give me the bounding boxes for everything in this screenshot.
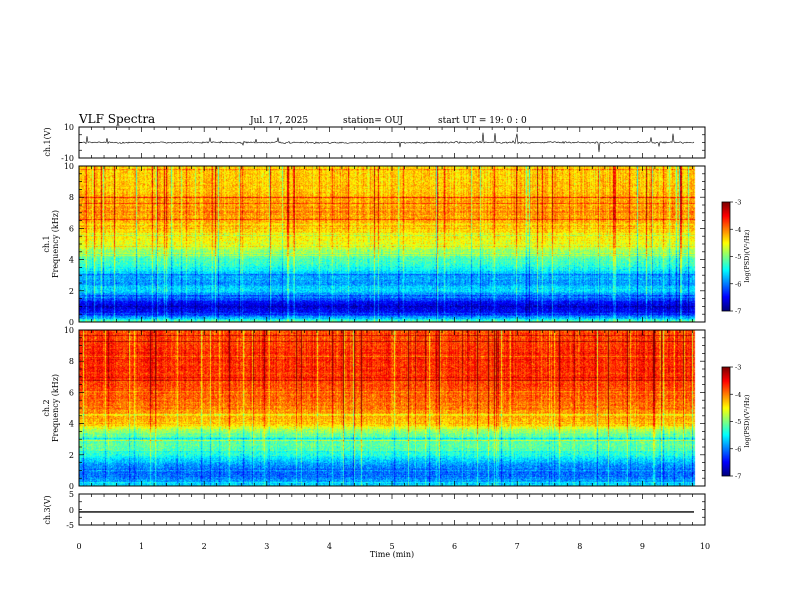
station-label: station= OUJ: [343, 116, 403, 126]
colorbar-tick-label: -7: [735, 308, 741, 316]
ch1-ytick-top: 10: [64, 123, 74, 132]
ch1-colorbar-holder: [722, 202, 730, 311]
y-tick-label: 6: [69, 388, 74, 397]
ch2-channel-label: ch.2: [42, 399, 51, 416]
colorbar-tick-label: -5: [735, 418, 741, 426]
colorbar-tick-label: -5: [735, 253, 741, 261]
ch2-frequency-axis-label: Frequency (kHz): [51, 374, 60, 442]
y-tick-label: 2: [69, 451, 74, 460]
ch3-waveform-panel: 5 -5 ch.3(V): [43, 490, 706, 530]
colorbar-tick-label: -4: [735, 391, 741, 399]
ch1-spectrogram-image: [79, 166, 705, 322]
ch3-ytick-bottom: -5: [66, 521, 74, 530]
ch1-colorbar-image: [722, 202, 730, 311]
colorbar-tick-label: -6: [735, 280, 741, 288]
x-tick-label: 8: [577, 542, 582, 551]
y-tick-label: 10: [64, 162, 74, 171]
y-tick-label: 0: [69, 482, 74, 491]
ch3-voltage-axis-label: ch.3(V): [43, 495, 52, 524]
ch1-channel-label: ch.1: [42, 235, 51, 252]
y-tick-label: 8: [69, 357, 74, 366]
ch1-ytick-bottom: -10: [61, 154, 74, 163]
figure-title: VLF Spectra: [78, 112, 155, 126]
ch2-colorbar-label: log(PSD)(V²/Hz): [743, 394, 751, 447]
colorbar-tick-label: -4: [735, 226, 741, 234]
ch2-spectrogram-canvas-holder: [79, 330, 705, 486]
ch1-frequency-axis-label: Frequency (kHz): [51, 210, 60, 278]
start-time-label: start UT = 19: 0 : 0: [438, 116, 527, 126]
x-tick-label: 4: [327, 542, 332, 551]
ch1-waveform-line: [78, 132, 695, 153]
y-tick-label: 0: [69, 318, 74, 327]
colorbar-tick-label: -3: [735, 199, 741, 207]
ch1-spectrogram-canvas-holder: [79, 166, 705, 322]
y-tick-label: 8: [69, 193, 74, 202]
ch2-colorbar-image: [722, 367, 730, 476]
x-tick-label: 5: [389, 542, 394, 551]
ch3-ytick-top: 5: [69, 490, 74, 499]
y-tick-label: 6: [69, 224, 74, 233]
ch2-spectrogram-image: [79, 330, 705, 486]
ch3-ytick-middle: 0: [69, 506, 74, 515]
y-tick-label: 4: [69, 420, 74, 429]
x-tick-label: 9: [640, 542, 645, 551]
x-tick-label: 7: [515, 542, 520, 551]
date-label: Jul. 17, 2025: [249, 116, 308, 126]
y-tick-label: 4: [69, 256, 74, 265]
x-tick-label: 10: [700, 542, 710, 551]
x-tick-label: 3: [264, 542, 269, 551]
x-tick-label: 6: [452, 542, 457, 551]
x-tick-label: 1: [139, 542, 144, 551]
x-tick-label: 2: [202, 542, 207, 551]
ch1-colorbar-label: log(PSD)(V²/Hz): [743, 229, 751, 282]
colorbar-tick-label: -6: [735, 445, 741, 453]
ch1-waveform-panel: 10 -10 ch.1(V): [43, 123, 706, 163]
y-tick-label: 10: [64, 326, 74, 335]
y-tick-label: 2: [69, 287, 74, 296]
colorbar-tick-label: -3: [735, 364, 741, 372]
time-axis-label: Time (min): [370, 550, 414, 559]
ch1-voltage-axis-label: ch.1(V): [43, 127, 52, 156]
ch2-colorbar-holder: [722, 367, 730, 476]
colorbar-tick-label: -7: [735, 473, 741, 481]
x-tick-label: 0: [76, 542, 81, 551]
